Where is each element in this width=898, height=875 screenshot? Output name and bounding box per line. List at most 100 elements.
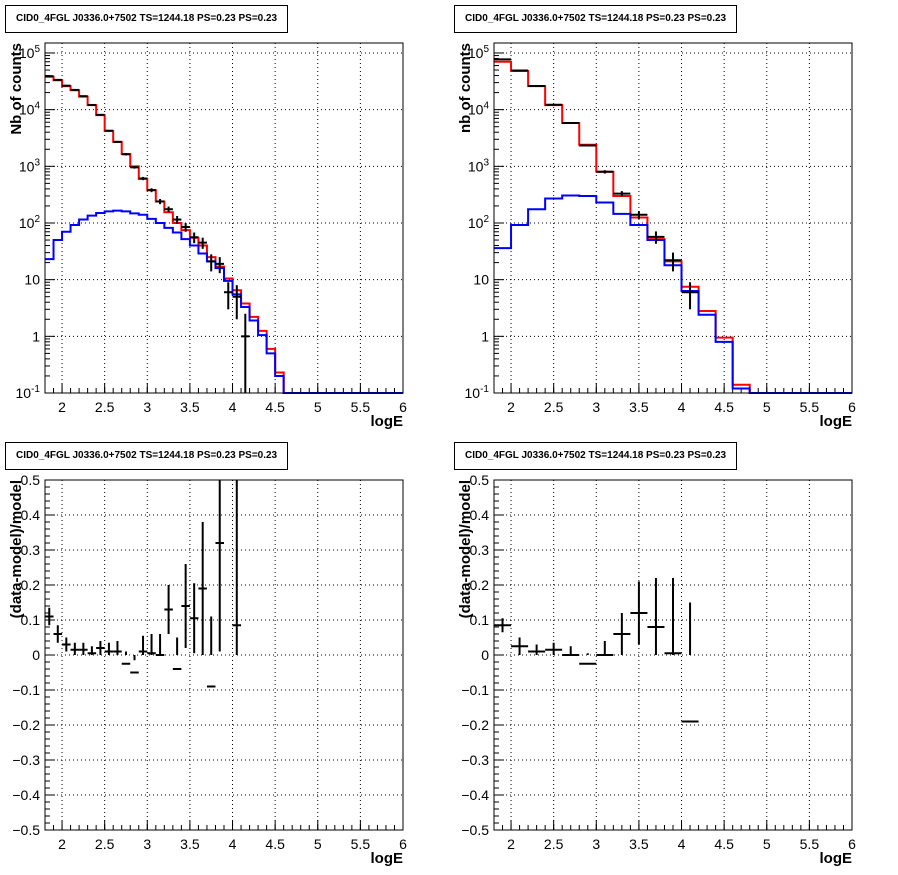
x-tick-label: 6 (848, 399, 856, 415)
x-tick-label: 3 (592, 836, 600, 852)
y-tick-label: 0.4 (21, 507, 41, 523)
plot-frame (493, 42, 853, 394)
x-tick-label: 3 (143, 836, 151, 852)
y-tick-label: −0.5 (461, 822, 489, 838)
x-tick-label: 4 (678, 836, 686, 852)
chart-title: CID0_4FGL J0336.0+7502 TS=1244.18 PS=0.2… (454, 442, 738, 470)
y-tick-label: −0.2 (12, 717, 40, 733)
x-tick-label: 5.5 (800, 399, 820, 415)
chart-title: CID0_4FGL J0336.0+7502 TS=1244.18 PS=0.2… (454, 5, 738, 33)
x-tick-label: 4 (678, 399, 686, 415)
x-tick-label: 2.5 (544, 836, 564, 852)
x-tick-label: 5.5 (351, 399, 371, 415)
spectrum-coarse-plot: 2 2.5 3 3.5 4 4.5 5 5.5 6 10-1 1 10 102 103 104 105 logE… (457, 42, 856, 430)
x-tick-label: 4.5 (265, 399, 285, 415)
model-step-line (494, 60, 852, 394)
y-tick-label: 1 (481, 328, 489, 344)
pad-residual-fine: 2 2.5 3 3.5 4 4.5 5 5.5 6 −0.5 −0.4 −0.3 −0.2 −0.1 0 0.… (0, 437, 449, 874)
y-tick-label: 10 (473, 272, 489, 288)
y-axis-title: Nb of counts (8, 43, 25, 135)
y-tick-label: −0.2 (461, 717, 489, 733)
y-tick-label: 0.4 (470, 507, 490, 523)
x-axis-title: logE (371, 850, 404, 867)
y-tick-label: 0.3 (470, 542, 490, 558)
y-tick-label: 104 (19, 101, 41, 118)
y-tick-label: 0.5 (470, 472, 490, 488)
chart-title: CID0_4FGL J0336.0+7502 TS=1244.18 PS=0.2… (5, 442, 289, 470)
y-tick-label: 103 (19, 157, 41, 174)
y-tick-label: 0.1 (21, 612, 41, 628)
x-tick-label: 5 (314, 399, 322, 415)
plot-frame (44, 479, 404, 831)
y-tick-label: −0.4 (461, 787, 489, 803)
model-step-line (45, 75, 403, 394)
y-tick-label: 103 (468, 157, 490, 174)
x-tick-label: 2.5 (544, 399, 564, 415)
y-tick-label: 10-1 (465, 384, 490, 401)
x-tick-label: 2 (58, 399, 66, 415)
x-tick-label: 3.5 (629, 836, 649, 852)
x-tick-label: 5 (314, 836, 322, 852)
pad-residual-coarse: 2 2.5 3 3.5 4 4.5 5 5.5 6 −0.5 −0.4 −0.3 −0.2 −0.1 0 0.… (449, 437, 898, 874)
pad-spectrum-coarse: 2 2.5 3 3.5 4 4.5 5 5.5 6 10-1 1 10 102 103 104 105 logE… (449, 0, 898, 437)
y-tick-label: 102 (468, 214, 490, 231)
y-tick-label: −0.1 (12, 682, 40, 698)
y-tick-label: −0.5 (12, 822, 40, 838)
x-tick-label: 2.5 (95, 836, 115, 852)
x-tick-label: 6 (399, 836, 407, 852)
x-axis-title: logE (371, 413, 404, 430)
x-axis-title: logE (820, 850, 853, 867)
plot-frame (493, 479, 853, 831)
spectrum-fine-plot: 2 2.5 3 3.5 4 4.5 5 5.5 6 10-1 1 10 102 103 104 105 logE… (8, 42, 407, 430)
x-axis-title: logE (820, 413, 853, 430)
y-tick-label: 0.2 (21, 577, 41, 593)
y-tick-label: 0 (481, 647, 489, 663)
y-tick-label: 105 (468, 44, 490, 61)
y-tick-label: 10 (24, 272, 40, 288)
x-tick-label: 3.5 (180, 399, 200, 415)
y-axis-title: (data-model)/model (8, 480, 25, 618)
y-tick-label: −0.3 (461, 752, 489, 768)
x-tick-label: 6 (848, 836, 856, 852)
x-tick-label: 5.5 (351, 836, 371, 852)
y-tick-label: −0.4 (12, 787, 40, 803)
residual-fine-plot: 2 2.5 3 3.5 4 4.5 5 5.5 6 −0.5 −0.4 −0.3 −0.2 −0.1 0 0.… (8, 472, 407, 867)
x-tick-label: 4.5 (714, 836, 734, 852)
x-tick-label: 2 (507, 399, 515, 415)
y-tick-label: 0 (32, 647, 40, 663)
y-tick-label: 0.1 (470, 612, 490, 628)
y-axis-title: nb of counts (457, 43, 474, 133)
x-tick-label: 3 (592, 399, 600, 415)
x-tick-label: 2 (58, 836, 66, 852)
x-tick-label: 6 (399, 399, 407, 415)
plot-frame (44, 42, 404, 394)
y-axis-title: (data-model)/model (457, 480, 474, 618)
y-tick-label: −0.1 (461, 682, 489, 698)
y-tick-label: 0.5 (21, 472, 41, 488)
y-tick-label: 0.3 (21, 542, 41, 558)
x-tick-label: 3 (143, 399, 151, 415)
x-tick-label: 2 (507, 836, 515, 852)
y-tick-label: 104 (468, 101, 490, 118)
x-tick-label: 5 (763, 836, 771, 852)
y-tick-label: 1 (32, 328, 40, 344)
x-tick-label: 4.5 (714, 399, 734, 415)
x-tick-label: 4 (229, 836, 237, 852)
x-tick-label: 2.5 (95, 399, 115, 415)
pad-spectrum-fine: 2 2.5 3 3.5 4 4.5 5 5.5 6 10-1 1 10 102 103 104 105 logE… (0, 0, 449, 437)
y-tick-label: 10-1 (16, 384, 41, 401)
model-step-line (494, 194, 852, 394)
y-tick-label: −0.3 (12, 752, 40, 768)
residual-coarse-plot: 2 2.5 3 3.5 4 4.5 5 5.5 6 −0.5 −0.4 −0.3 −0.2 −0.1 0 0.… (457, 472, 856, 867)
x-tick-label: 4.5 (265, 836, 285, 852)
x-tick-label: 3.5 (180, 836, 200, 852)
x-tick-label: 3.5 (629, 399, 649, 415)
x-tick-label: 5 (763, 399, 771, 415)
y-tick-label: 0.2 (470, 577, 490, 593)
x-tick-label: 4 (229, 399, 237, 415)
model-step-line (45, 209, 403, 394)
chart-title: CID0_4FGL J0336.0+7502 TS=1244.18 PS=0.2… (5, 5, 289, 33)
y-tick-label: 105 (19, 44, 41, 61)
x-tick-label: 5.5 (800, 836, 820, 852)
y-tick-label: 102 (19, 214, 41, 231)
